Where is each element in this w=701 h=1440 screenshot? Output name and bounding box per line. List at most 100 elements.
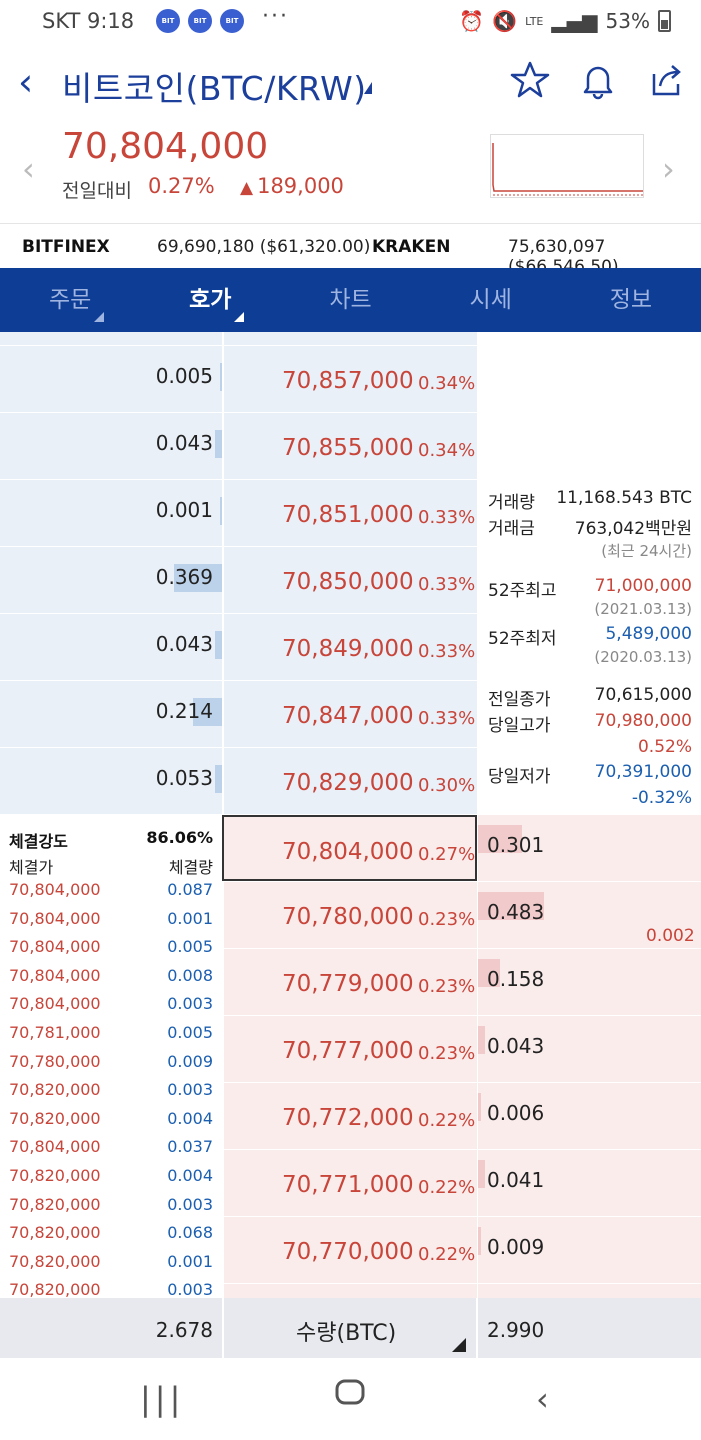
ask-price-cell[interactable]: 70,850,000 0.33% [224, 547, 477, 613]
bid-depth-bar [478, 1227, 481, 1255]
bid-row[interactable]: 70,804,000 0.27% 0.301 [0, 815, 701, 882]
unit-caret-icon[interactable] [452, 1338, 466, 1352]
ask-qty: 0.369 [155, 565, 213, 589]
back-nav-icon[interactable]: ‹ [536, 1380, 549, 1418]
tab-orderbook[interactable]: 호가 [140, 268, 280, 332]
orderbook-footer: 2.678 수량(BTC) 2.990 [0, 1298, 701, 1358]
ask-qty: 0.053 [155, 766, 213, 790]
low52-label: 52주최저 [488, 629, 557, 649]
ask-price-cell[interactable]: 70,849,000 0.33% [224, 614, 477, 680]
trade-qty: 0.001 [167, 908, 213, 928]
prev-close-value: 70,615,000 [594, 685, 692, 705]
mini-chart[interactable] [490, 134, 644, 198]
bid-qty: 0.009 [487, 1235, 545, 1259]
ask-depth-bar [215, 631, 222, 659]
bid-qty-cell: 0.301 [478, 815, 701, 881]
ask-row[interactable]: 0.043 70,849,000 0.33% [0, 614, 701, 681]
bid-row[interactable]: 70,772,000 0.22% 0.006 [0, 1083, 701, 1150]
bid-price-cell[interactable]: 70,777,000 0.23% [224, 1016, 477, 1082]
signal-icon: ▂▄▆ [551, 9, 598, 33]
ask-price: 70,857,000 [282, 368, 414, 394]
trade-qty: 0.005 [167, 1023, 213, 1042]
ask-row[interactable]: 0.043 70,855,000 0.34% [0, 413, 701, 480]
bid-price-cell[interactable]: 70,804,000 0.27% [222, 815, 477, 881]
ask-pct: 0.34% [418, 440, 476, 461]
bid-row[interactable]: 70,771,000 0.22% 0.041 [0, 1150, 701, 1217]
prev-coin-icon[interactable]: ‹ [22, 150, 35, 188]
tab-market[interactable]: 시세 [469, 287, 512, 313]
status-carrier-time: SKT 9:18 [42, 9, 135, 33]
bid-price: 70,779,000 [282, 971, 414, 997]
status-right: ⏰ 🔇 LTE ▂▄▆ 53% [459, 9, 671, 33]
trade-qty: 0.009 [167, 1051, 213, 1071]
day-high-pct: 0.52% [637, 737, 692, 757]
bid-row[interactable]: 70,770,000 0.22% 0.009 [0, 1217, 701, 1284]
battery-percent: 53% [605, 9, 650, 33]
ask-price-cell[interactable]: 70,829,000 0.30% [224, 748, 477, 814]
tab-order[interactable]: 주문 [0, 268, 140, 332]
exchange-name: BITFINEX [22, 237, 110, 257]
bid-row[interactable]: 70,777,000 0.23% 0.043 [0, 1016, 701, 1083]
back-icon[interactable]: ‹ [18, 60, 34, 104]
day-low-label: 당일저가 [488, 767, 551, 787]
ask-price-cell[interactable]: 70,855,000 0.34% [224, 413, 477, 479]
ask-row[interactable]: 0.369 70,850,000 0.33% [0, 547, 701, 614]
coin-notification-icon: BIT [188, 9, 212, 33]
ask-depth-bar [220, 363, 222, 391]
tab-chart[interactable]: 차트 [329, 287, 372, 313]
bid-price-cell[interactable]: 70,772,000 0.22% [224, 1083, 477, 1149]
ask-qty: 0.001 [155, 498, 213, 522]
bid-row[interactable]: 70,780,000 0.23% 0.483 [0, 882, 701, 949]
ask-price-cell[interactable]: 70,847,000 0.33% [224, 681, 477, 747]
bid-pct: 0.22% [418, 1110, 476, 1131]
trade-qty: 0.003 [167, 1080, 213, 1100]
next-coin-icon[interactable]: › [662, 150, 675, 188]
ask-row[interactable]: 0.053 70,829,000 0.30% [0, 748, 701, 815]
ask-row[interactable]: 0.005 70,857,000 0.34% [0, 346, 701, 413]
share-icon[interactable] [646, 60, 686, 100]
lte-icon: LTE [525, 14, 544, 28]
unit-selector[interactable]: 수량(BTC) [296, 1321, 397, 1346]
bid-price-cell[interactable]: 70,771,000 0.22% [224, 1150, 477, 1216]
high52-label: 52주최고 [488, 581, 557, 601]
ask-price-cell[interactable]: 70,851,000 0.33% [224, 480, 477, 546]
ask-qty: 0.043 [155, 632, 213, 656]
header: ‹ 비트코인(BTC/KRW) [0, 50, 701, 120]
low52-date: (2020.03.13) [594, 648, 692, 666]
tab-info[interactable]: 정보 [609, 287, 653, 313]
ask-qty-cell: 0.214 [0, 681, 222, 747]
dropdown-caret-icon[interactable] [364, 82, 372, 94]
trade-qty: 0.003 [167, 994, 213, 1014]
bid-row-partial [0, 1284, 701, 1301]
recent-apps-icon[interactable]: ||| [140, 1380, 185, 1418]
day-low-pct: -0.32% [631, 788, 692, 808]
low52-value: 5,489,000 [605, 624, 692, 644]
change-percent: 0.27% [148, 174, 215, 198]
trade-qty: 0.004 [167, 1108, 213, 1128]
bell-icon[interactable] [578, 60, 618, 100]
bid-price-cell[interactable]: 70,779,000 0.23% [224, 949, 477, 1015]
bid-price: 70,804,000 [282, 839, 414, 865]
bid-price-cell[interactable]: 70,780,000 0.23% [224, 882, 477, 948]
ask-row[interactable]: 0.001 70,851,000 0.33% [0, 480, 701, 547]
bid-price: 70,770,000 [282, 1239, 414, 1265]
more-notifications-icon: ··· [262, 4, 289, 29]
bid-row[interactable]: 70,779,000 0.23% 0.158 [0, 949, 701, 1016]
trade-qty: 0.087 [167, 880, 213, 899]
coin-title[interactable]: 비트코인(BTC/KRW) [62, 69, 367, 108]
home-icon[interactable] [334, 1376, 366, 1416]
ask-price-cell[interactable]: 70,857,000 0.34% [224, 346, 477, 412]
star-icon[interactable] [510, 60, 550, 100]
day-high-label: 당일고가 [488, 716, 551, 736]
bid-price: 70,777,000 [282, 1038, 414, 1064]
bid-price-cell[interactable]: 70,770,000 0.22% [224, 1217, 477, 1283]
trade-price: 70,804,000 [9, 880, 101, 899]
ask-row[interactable]: 0.214 70,847,000 0.33% [0, 681, 701, 748]
trade-price: 70,804,000 [9, 965, 101, 985]
ask-depth-bar [215, 430, 222, 458]
bid-qty-cell: 0.158 [478, 949, 701, 1015]
trade-qty: 0.003 [167, 1194, 213, 1214]
strength-value: 86.06% [146, 828, 213, 847]
trade-qty: 0.037 [167, 1137, 213, 1157]
high52-date: (2021.03.13) [594, 600, 692, 618]
